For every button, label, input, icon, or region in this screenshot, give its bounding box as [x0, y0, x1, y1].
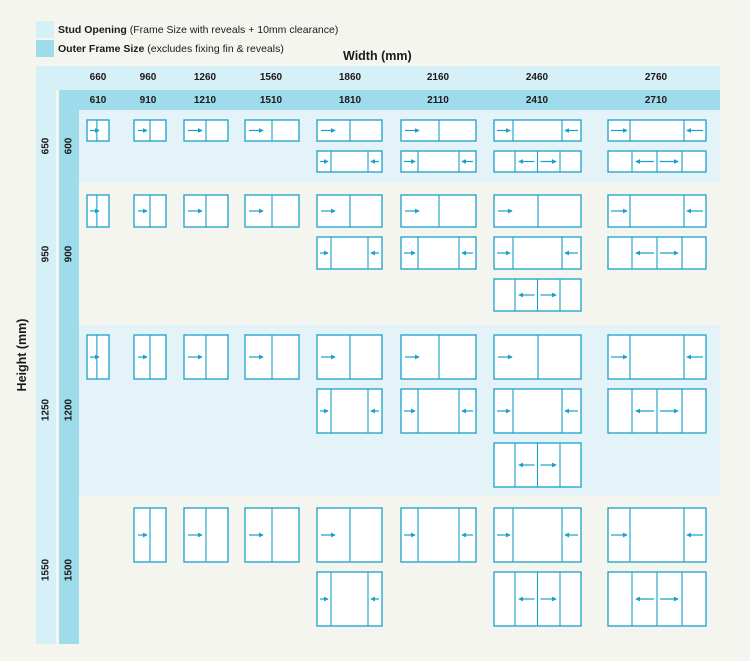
stud-width-label: 1860	[338, 72, 362, 83]
stud-height-band	[36, 66, 56, 644]
frame-width-label: 2710	[644, 95, 668, 106]
window-frame	[316, 150, 383, 173]
frame-width-label: 1810	[338, 95, 362, 106]
legend-label-stud-opening: Stud Opening	[58, 24, 127, 36]
frame-width-label: 1210	[193, 95, 217, 106]
frame-width-label: 910	[139, 95, 157, 106]
legend-desc-outer-frame: (excludes fixing fin & reveals)	[144, 43, 284, 55]
frame-width-label: 1510	[259, 95, 283, 106]
legend-desc-stud-opening: (Frame Size with reveals + 10mm clearanc…	[126, 24, 339, 36]
stud-width-band	[36, 66, 720, 90]
legend-swatch-outer-frame	[36, 40, 54, 57]
legend-item-stud-opening: Stud Opening (Frame Size with reveals + …	[58, 23, 338, 37]
legend-swatch-stud-opening	[36, 21, 54, 38]
window-frame	[607, 194, 707, 228]
stud-width-label: 2460	[525, 72, 549, 83]
frame-height-band	[59, 90, 79, 644]
frame-width-label: 2110	[427, 95, 449, 106]
width-axis-title: Width (mm)	[343, 49, 412, 63]
stud-width-label: 2160	[426, 72, 450, 83]
stud-width-label: 1560	[259, 72, 283, 83]
stud-width-label: 960	[139, 72, 157, 83]
stud-width-label: 1260	[193, 72, 217, 83]
legend-label-outer-frame: Outer Frame Size	[58, 43, 145, 55]
frame-width-band	[59, 90, 720, 110]
frame-width-label: 610	[89, 95, 107, 106]
window-frame	[493, 119, 582, 142]
legend-item-outer-frame: Outer Frame Size (excludes fixing fin & …	[58, 42, 284, 56]
window-frame	[607, 119, 707, 142]
stud-width-label: 660	[89, 72, 107, 83]
stud-width-label: 2760	[644, 72, 668, 83]
window-frame	[400, 150, 477, 173]
frame-width-label: 2410	[525, 95, 549, 106]
